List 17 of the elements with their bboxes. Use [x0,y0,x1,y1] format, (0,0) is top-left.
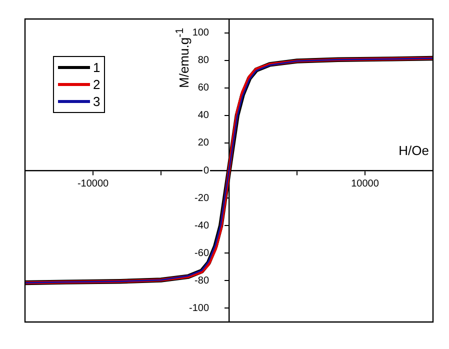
x-axis-title: H/Oe [398,143,429,158]
y-tick-label: 100 [192,28,210,39]
legend-label: 2 [93,77,100,92]
y-tick-label: -80 [194,275,210,286]
y-tick-label: -40 [194,220,210,232]
y-tick-label: 20 [198,138,210,149]
legend-label: 1 [93,60,100,75]
y-tick-label: -60 [194,248,210,259]
y-tick-label: -20 [194,192,210,204]
x-tick-label: -10000 [77,178,110,190]
y-tick-label: 80 [198,55,210,66]
y-tick-label: 0 [203,165,210,176]
y-tick-label: -100 [188,302,210,314]
y-tick-label: 60 [198,82,210,94]
legend-label: 3 [93,94,100,109]
y-tick-label: 40 [198,110,210,122]
x-tick-label: 10000 [351,178,380,190]
